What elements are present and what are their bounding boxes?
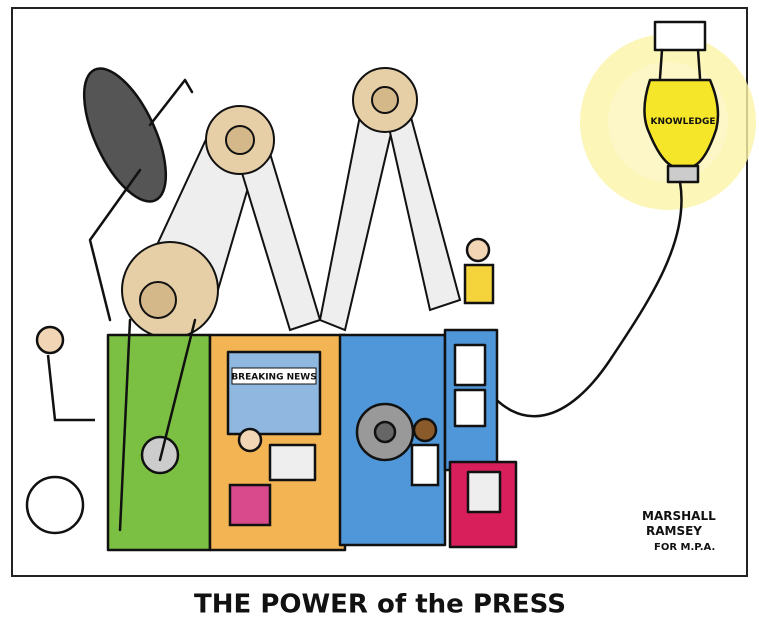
press-machine-part xyxy=(228,352,320,434)
cartoon: KNOWLEDGE BREAKING NEWS xyxy=(0,0,759,631)
caption: THE POWER of the PRESS xyxy=(194,590,566,620)
newspaper-box xyxy=(450,462,516,547)
light-bulb-part xyxy=(655,22,705,50)
people-part xyxy=(37,327,63,353)
light-bulb-part xyxy=(668,166,698,182)
people-part xyxy=(467,239,489,261)
people-part xyxy=(239,429,261,451)
people-part xyxy=(465,265,493,303)
paper-rolls-part xyxy=(140,282,176,318)
people-part xyxy=(412,445,438,485)
press-machine-part xyxy=(455,390,485,426)
page: KNOWLEDGE BREAKING NEWS xyxy=(0,0,759,631)
people-part xyxy=(230,485,270,525)
press-machine-part xyxy=(270,445,315,480)
newspaper-box-part xyxy=(468,472,500,512)
people-part xyxy=(414,419,436,441)
signature-line: MARSHALL xyxy=(642,509,716,523)
paper-rolls-part xyxy=(372,87,398,113)
paper-rolls-part xyxy=(226,126,254,154)
signature-line: RAMSEY xyxy=(646,524,702,538)
press-machine: BREAKING NEWS xyxy=(108,320,497,550)
bulb-label: KNOWLEDGE xyxy=(651,117,716,127)
screen-label: BREAKING NEWS xyxy=(231,373,316,383)
press-machine-part xyxy=(375,422,395,442)
signature-line: FOR M.P.A. xyxy=(654,542,715,553)
press-machine-part xyxy=(455,345,485,385)
